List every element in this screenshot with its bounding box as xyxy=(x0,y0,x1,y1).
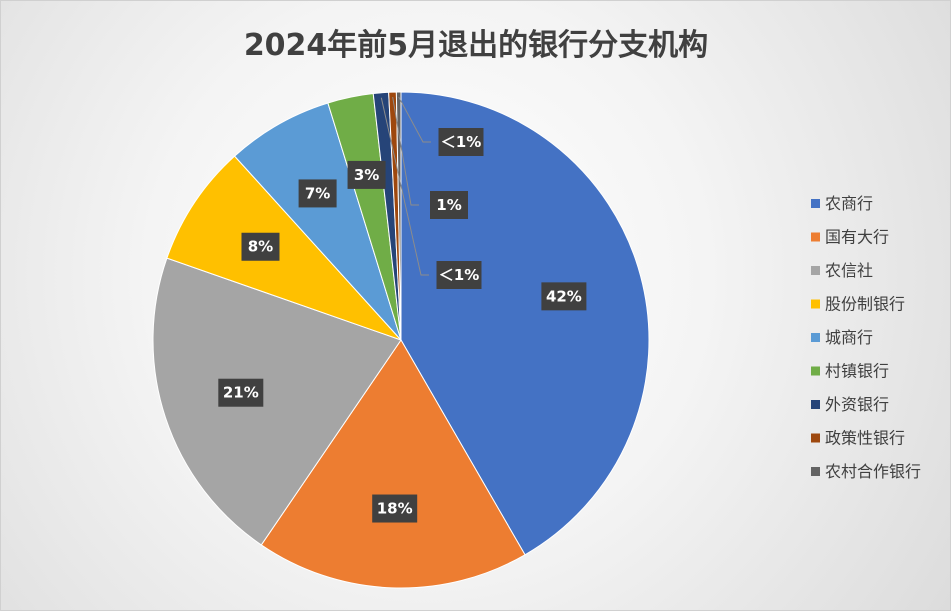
legend-swatch xyxy=(811,467,820,476)
data-label-box xyxy=(218,378,264,407)
data-label-text: ＜1% xyxy=(439,266,479,284)
legend-item: 外资银行 xyxy=(811,395,889,414)
data-label: ＜1% xyxy=(436,261,482,289)
legend-label: 村镇银行 xyxy=(825,362,889,381)
pie-slice xyxy=(260,339,526,589)
data-label-text: 1% xyxy=(436,196,461,214)
legend-item: 国有大行 xyxy=(811,228,889,247)
chart-title: 2024年前5月退出的银行分支机构 xyxy=(244,28,708,63)
data-label: 1% xyxy=(430,191,468,219)
legend-label: 农村合作银行 xyxy=(825,462,921,481)
pie-slice xyxy=(166,155,402,341)
leader-line xyxy=(398,96,431,143)
leader-line xyxy=(380,97,429,276)
legend-swatch xyxy=(811,266,820,275)
data-label-box xyxy=(241,232,280,261)
pie-slice xyxy=(152,257,402,546)
data-label-text: 8% xyxy=(248,238,273,256)
legend-label: 国有大行 xyxy=(825,228,889,247)
data-label-text: 18% xyxy=(377,500,413,518)
legend-label: 农商行 xyxy=(825,194,873,213)
data-label-text: 42% xyxy=(546,287,582,305)
data-label-text: 21% xyxy=(223,384,259,402)
pie-slice xyxy=(233,102,402,341)
data-label: 21% xyxy=(218,378,264,407)
legend-label: 政策性银行 xyxy=(825,429,905,448)
data-label: ＜1% xyxy=(438,128,484,156)
legend-label: 农信社 xyxy=(825,261,873,280)
legend-label: 股份制银行 xyxy=(825,295,905,314)
data-label-text: 7% xyxy=(305,184,330,202)
data-label-text: 3% xyxy=(354,166,379,184)
data-label: 18% xyxy=(372,494,418,523)
legend-item: 村镇银行 xyxy=(811,362,889,381)
legend-swatch xyxy=(811,366,820,376)
legend-swatch xyxy=(811,400,820,409)
legend-item: 农商行 xyxy=(811,194,873,213)
data-label-box xyxy=(541,282,587,311)
leader-line xyxy=(392,97,419,206)
data-label: 7% xyxy=(298,179,337,208)
data-label: 42% xyxy=(541,282,587,311)
legend-item: 城商行 xyxy=(811,328,873,347)
data-label-text: ＜1% xyxy=(441,133,481,151)
data-label: 8% xyxy=(241,232,280,261)
legend-label: 外资银行 xyxy=(825,395,889,414)
data-label: 3% xyxy=(347,160,386,189)
data-label-box xyxy=(436,261,482,289)
legend-item: 农信社 xyxy=(811,261,873,280)
data-label-box xyxy=(298,179,337,208)
legend-swatch xyxy=(811,299,820,309)
data-label-box xyxy=(438,128,484,156)
legend-swatch xyxy=(811,199,820,208)
data-label-box xyxy=(430,191,468,219)
legend-label: 城商行 xyxy=(825,328,873,347)
pie-slice xyxy=(395,91,402,341)
legend-item: 政策性银行 xyxy=(811,429,905,448)
data-label-box xyxy=(372,494,418,523)
legend-swatch xyxy=(811,232,820,242)
legend-swatch xyxy=(811,433,820,443)
data-label-box xyxy=(347,160,386,189)
legend-item: 股份制银行 xyxy=(811,295,905,314)
legend-swatch xyxy=(811,333,820,342)
legend-item: 农村合作银行 xyxy=(811,462,921,481)
